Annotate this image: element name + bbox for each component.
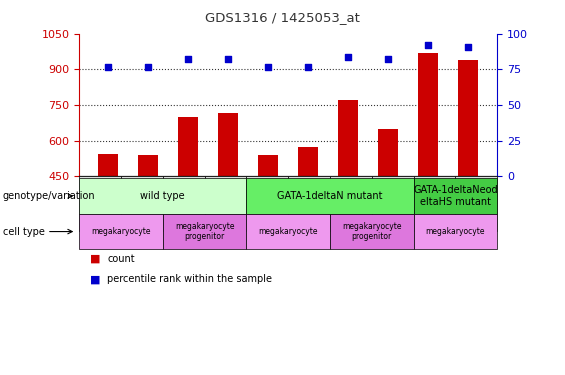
Point bbox=[224, 56, 233, 62]
Bar bbox=[138, 155, 158, 176]
Bar bbox=[378, 129, 398, 176]
Bar bbox=[98, 154, 118, 176]
Text: percentile rank within the sample: percentile rank within the sample bbox=[107, 274, 272, 284]
Bar bbox=[338, 100, 358, 176]
Point bbox=[424, 42, 433, 48]
Bar bbox=[258, 155, 278, 176]
Bar bbox=[418, 53, 438, 176]
Text: megakaryocyte: megakaryocyte bbox=[91, 227, 151, 236]
Point bbox=[303, 63, 312, 69]
Text: ■: ■ bbox=[90, 254, 101, 264]
Text: genotype/variation: genotype/variation bbox=[3, 191, 95, 201]
Point bbox=[264, 63, 273, 69]
Text: ■: ■ bbox=[90, 274, 101, 284]
Text: wild type: wild type bbox=[141, 191, 185, 201]
Text: count: count bbox=[107, 254, 135, 264]
Point bbox=[184, 56, 193, 62]
Text: megakaryocyte
progenitor: megakaryocyte progenitor bbox=[175, 222, 234, 241]
Bar bbox=[178, 117, 198, 176]
Point bbox=[103, 63, 112, 69]
Bar bbox=[298, 147, 318, 176]
Text: megakaryocyte: megakaryocyte bbox=[258, 227, 318, 236]
Text: GDS1316 / 1425053_at: GDS1316 / 1425053_at bbox=[205, 11, 360, 24]
Text: GATA-1deltaN mutant: GATA-1deltaN mutant bbox=[277, 191, 383, 201]
Point bbox=[464, 44, 473, 50]
Text: cell type: cell type bbox=[3, 226, 45, 237]
Point bbox=[144, 63, 153, 69]
Point bbox=[344, 54, 353, 60]
Text: megakaryocyte
progenitor: megakaryocyte progenitor bbox=[342, 222, 402, 241]
Text: megakaryocyte: megakaryocyte bbox=[425, 227, 485, 236]
Bar bbox=[458, 60, 478, 176]
Text: GATA-1deltaNeod
eltaHS mutant: GATA-1deltaNeod eltaHS mutant bbox=[413, 185, 498, 207]
Bar bbox=[218, 113, 238, 176]
Point bbox=[384, 56, 393, 62]
